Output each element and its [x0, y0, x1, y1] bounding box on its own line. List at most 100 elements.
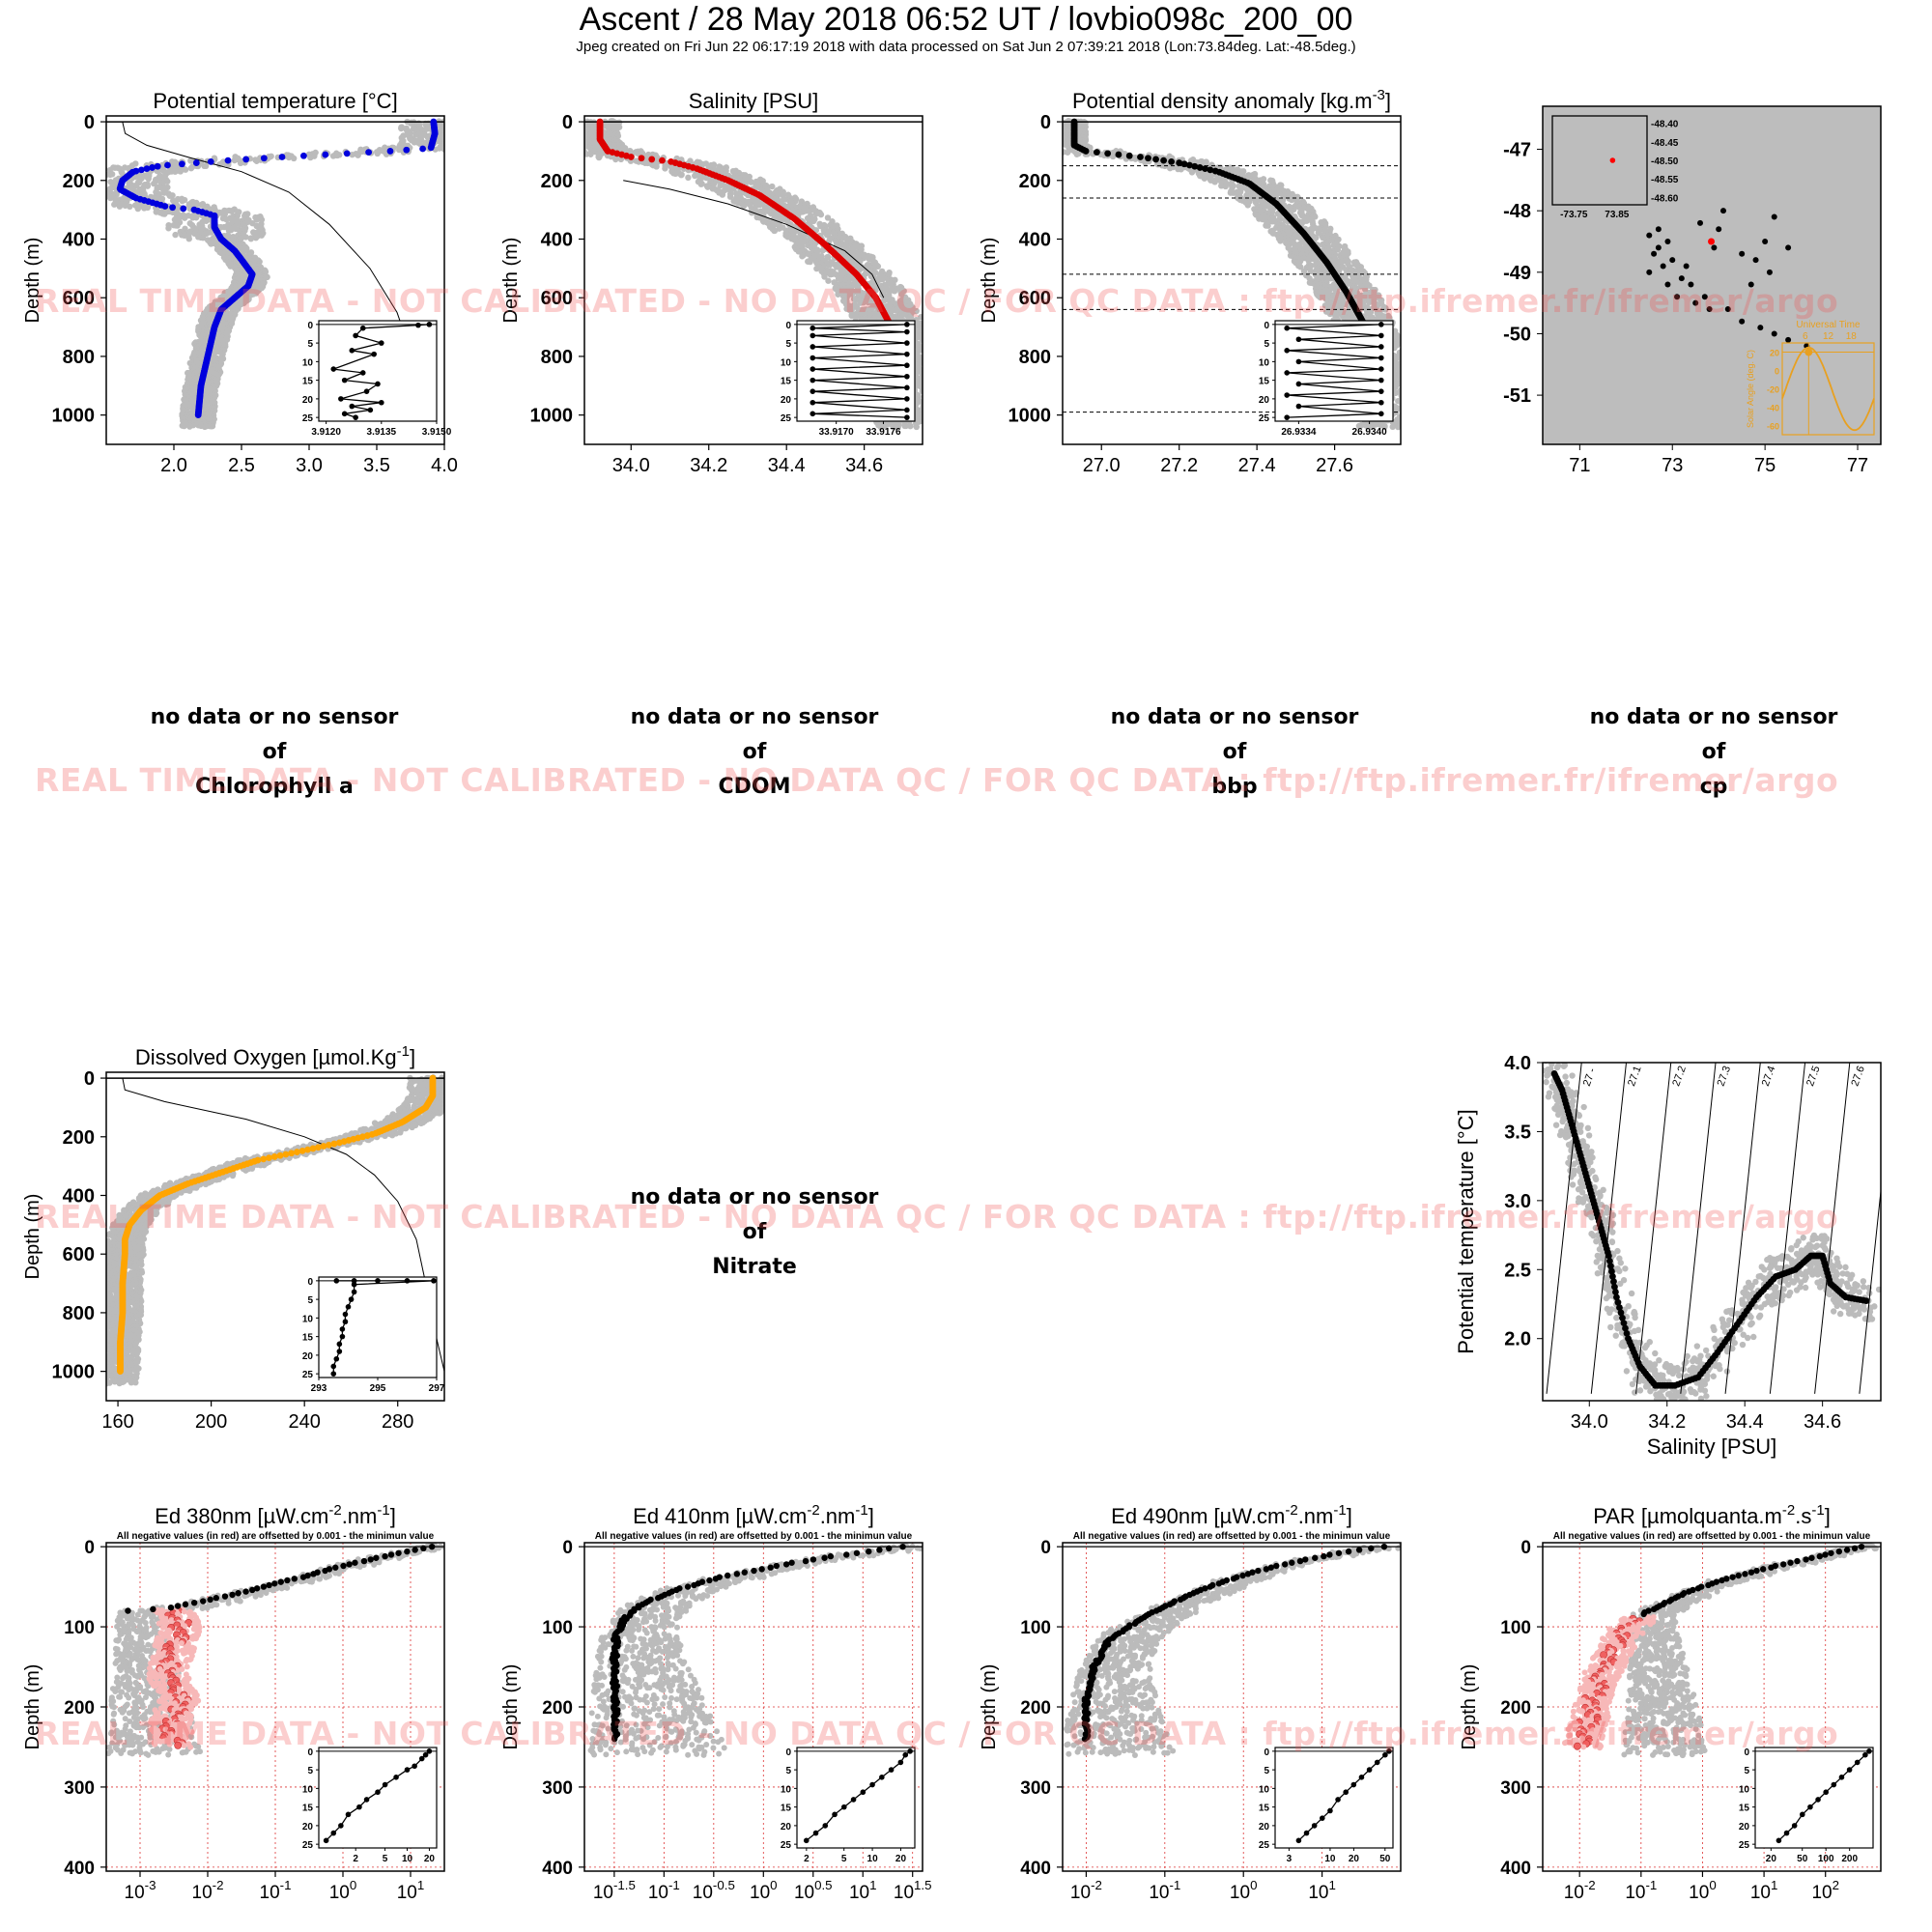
inset-y-tick-label: 5 [785, 339, 791, 350]
history-point [192, 214, 200, 221]
data-point [194, 412, 202, 419]
history-point [928, 373, 934, 379]
history-point [458, 145, 464, 151]
history-point [174, 222, 181, 229]
history-point [207, 206, 213, 213]
y-tick-label: 800 [541, 347, 573, 368]
history-point [927, 352, 933, 357]
history-point [97, 182, 102, 187]
history-point [927, 373, 933, 379]
inset-point [904, 340, 910, 346]
history-point [923, 376, 928, 382]
inset-point [330, 366, 337, 372]
inset-y-tick-label: 25 [302, 413, 314, 424]
history-point [929, 360, 935, 366]
y-tick-label: 0 [84, 112, 95, 133]
inset-y-tick-label: 10 [781, 357, 792, 368]
history-point [940, 401, 946, 407]
inset-y-tick-label: 0 [307, 321, 313, 331]
history-point [225, 227, 233, 234]
history-point [456, 119, 462, 125]
history-point [938, 391, 944, 397]
history-point [923, 380, 929, 385]
history-point [931, 379, 937, 384]
history-point [936, 378, 942, 384]
inset-point [375, 381, 381, 387]
inset-point [341, 411, 348, 417]
inset-point [341, 377, 348, 384]
history-point [461, 140, 467, 146]
history-point [928, 363, 934, 369]
history-point [926, 353, 932, 358]
x-tick-label: 3.5 [363, 455, 390, 476]
history-point [923, 329, 929, 335]
inset-point [349, 348, 355, 354]
history-point [459, 135, 465, 141]
history-point [452, 120, 458, 126]
history-point [941, 417, 947, 423]
history-point [448, 141, 454, 147]
history-point [928, 420, 934, 426]
history-point [98, 191, 103, 197]
history-point [943, 416, 949, 422]
history-point [924, 412, 930, 418]
history-point [926, 345, 932, 351]
profile-points [116, 118, 439, 419]
x-tick-label: 34.4 [768, 455, 806, 476]
history-point [932, 380, 938, 385]
history-point [132, 182, 140, 189]
history-point [449, 132, 455, 138]
history-point [929, 358, 935, 364]
history-point [252, 156, 259, 163]
history-point [459, 125, 465, 130]
history-point [333, 151, 341, 158]
history-point [444, 133, 450, 139]
data-point [180, 205, 187, 213]
history-point [935, 402, 941, 408]
history-point [202, 162, 210, 170]
data-point [164, 161, 171, 169]
history-point [928, 407, 934, 412]
history-point [922, 372, 923, 374]
history-point [450, 118, 456, 124]
history-point [940, 400, 946, 406]
inset-point [359, 325, 366, 331]
inset-point [904, 362, 910, 369]
history-point [653, 163, 660, 170]
history-point [355, 152, 361, 158]
history-point [253, 216, 260, 223]
history-point [942, 417, 948, 423]
history-point [88, 195, 94, 201]
history-point [924, 344, 930, 350]
history-point [451, 122, 457, 128]
y-tick-label: 800 [63, 347, 95, 368]
history-point [448, 120, 454, 126]
history-point [450, 136, 456, 142]
data-point [300, 152, 307, 159]
history-point [685, 174, 692, 182]
inset-point [359, 370, 366, 376]
history-point [942, 411, 948, 416]
history-point [931, 378, 937, 384]
history-point [247, 235, 255, 242]
data-point [224, 156, 232, 164]
history-point [164, 178, 171, 185]
history-point [443, 125, 444, 126]
history-point [579, 126, 584, 131]
history-point [924, 377, 930, 383]
history-point [158, 195, 166, 203]
history-point [934, 417, 940, 423]
history-point [678, 171, 685, 178]
history-point [349, 151, 355, 158]
history-point [932, 382, 938, 387]
history-point [258, 232, 265, 239]
history-point [92, 192, 98, 198]
history-point [201, 423, 209, 431]
history-point [596, 154, 603, 160]
history-point [144, 183, 152, 189]
history-point [144, 174, 151, 181]
inset-y-tick-label: 10 [302, 357, 314, 368]
history-point [926, 412, 932, 417]
inset-point [904, 384, 910, 391]
inset-point [810, 366, 816, 372]
